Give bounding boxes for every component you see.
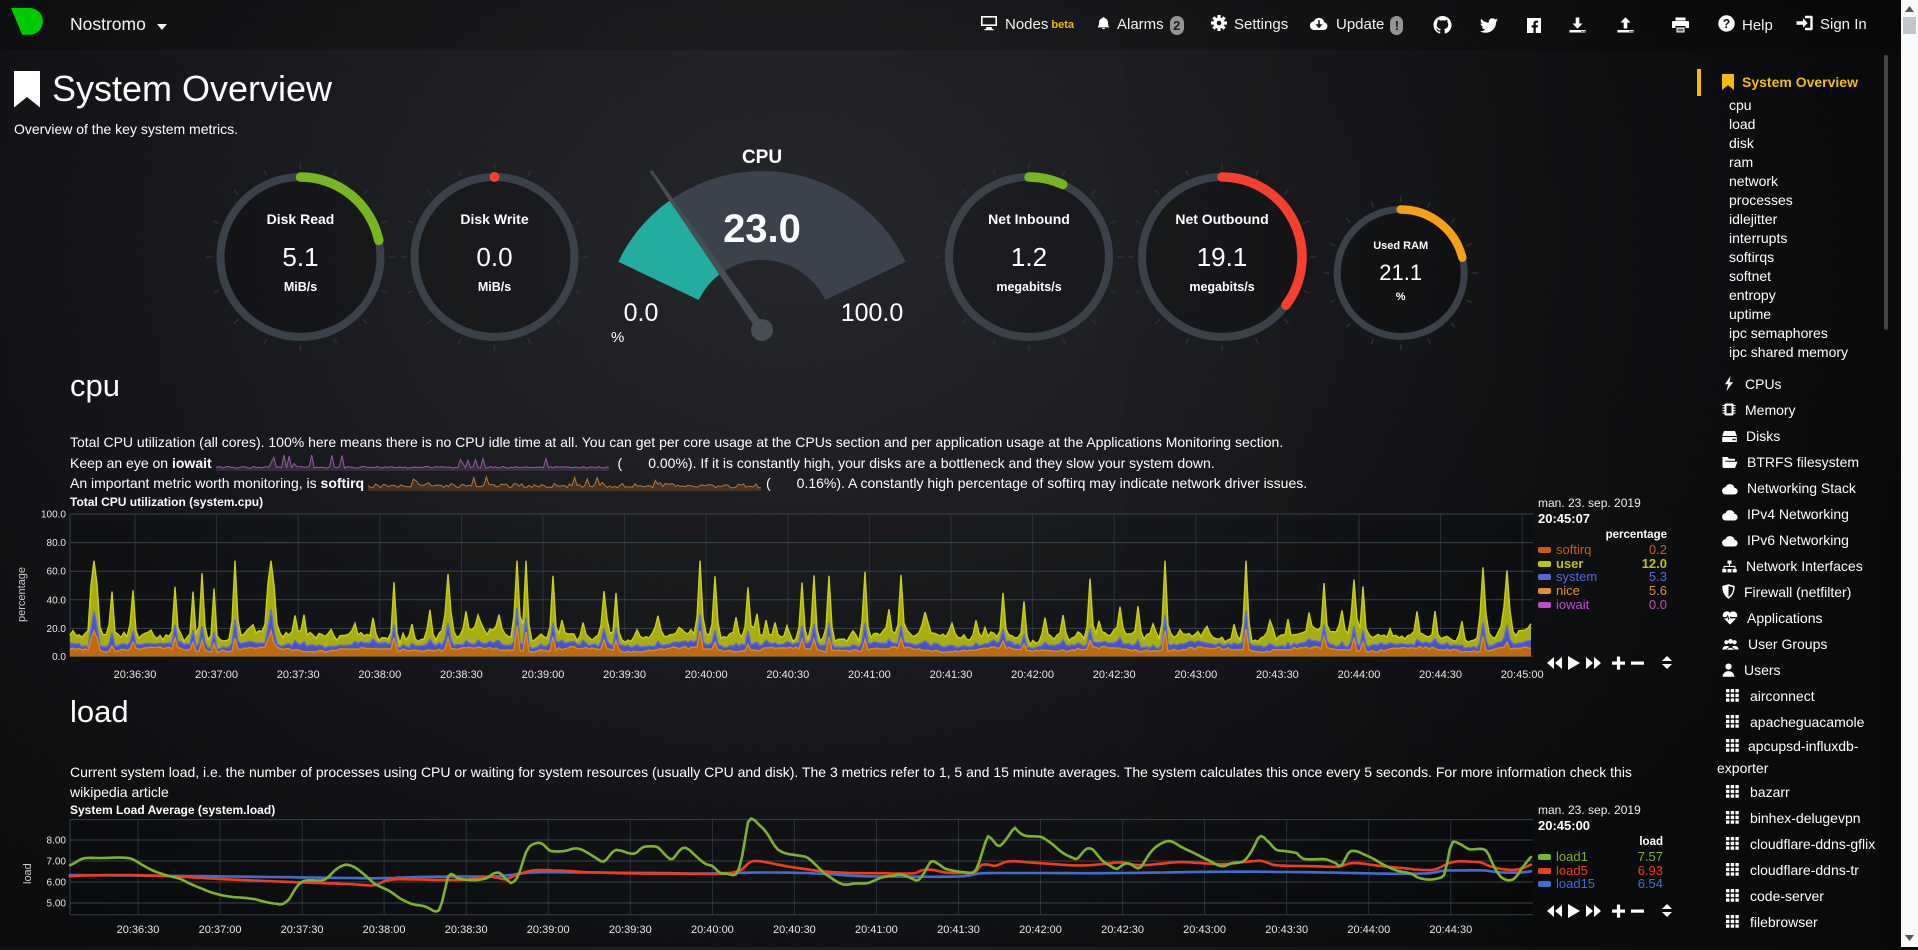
svg-text:0.0: 0.0 [476,242,512,272]
svg-text:20:44:00: 20:44:00 [1338,669,1381,681]
svg-text:20:38:00: 20:38:00 [358,669,401,681]
svg-text:20:36:30: 20:36:30 [117,924,160,936]
svg-text:23.0: 23.0 [723,207,801,251]
svg-text:5.1: 5.1 [282,242,318,272]
svg-text:100.0: 100.0 [841,299,904,327]
svg-text:20:42:30: 20:42:30 [1101,924,1144,936]
svg-text:19.1: 19.1 [1197,242,1248,272]
svg-text:20:37:30: 20:37:30 [277,669,320,681]
svg-text:60.0: 60.0 [47,567,67,578]
svg-text:MiB/s: MiB/s [284,280,317,294]
svg-text:20:38:30: 20:38:30 [445,924,488,936]
svg-text:100.0: 100.0 [41,510,66,521]
svg-text:20:44:00: 20:44:00 [1347,924,1390,936]
svg-text:20:37:00: 20:37:00 [199,924,242,936]
svg-text:20:42:30: 20:42:30 [1093,669,1136,681]
svg-text:20:41:00: 20:41:00 [848,669,891,681]
svg-text:40.0: 40.0 [47,595,67,606]
svg-text:20:40:00: 20:40:00 [691,924,734,936]
svg-text:%: % [611,329,624,346]
svg-text:0.0: 0.0 [52,652,66,663]
svg-text:%: % [1396,291,1406,303]
svg-text:8.00: 8.00 [47,836,67,847]
svg-text:80.0: 80.0 [47,538,67,549]
svg-text:20:41:30: 20:41:30 [937,924,980,936]
svg-text:20:40:00: 20:40:00 [685,669,728,681]
svg-text:20:39:00: 20:39:00 [522,669,565,681]
svg-text:20:37:00: 20:37:00 [195,669,238,681]
svg-text:Total CPU utilization (system.: Total CPU utilization (system.cpu) [70,495,263,509]
svg-text:Disk Read: Disk Read [267,211,335,227]
svg-text:20:41:30: 20:41:30 [930,669,973,681]
svg-text:20:42:00: 20:42:00 [1011,669,1054,681]
svg-text:MiB/s: MiB/s [478,280,511,294]
svg-text:20.0: 20.0 [47,624,67,635]
svg-text:1.2: 1.2 [1011,242,1047,272]
svg-text:System Load Average (system.lo: System Load Average (system.load) [70,803,275,817]
svg-text:0.0: 0.0 [624,299,659,327]
svg-text:7.00: 7.00 [47,857,67,868]
svg-text:21.1: 21.1 [1379,260,1422,285]
svg-text:20:44:30: 20:44:30 [1429,924,1472,936]
svg-text:20:43:30: 20:43:30 [1265,924,1308,936]
svg-text:20:39:30: 20:39:30 [609,924,652,936]
svg-text:megabits/s: megabits/s [996,280,1061,294]
svg-text:20:44:30: 20:44:30 [1419,669,1462,681]
svg-text:20:43:30: 20:43:30 [1256,669,1299,681]
svg-text:CPU: CPU [742,147,782,168]
svg-text:Net Inbound: Net Inbound [988,211,1070,227]
svg-text:?: ? [1723,17,1731,31]
svg-text:20:43:00: 20:43:00 [1174,669,1217,681]
svg-text:20:43:00: 20:43:00 [1183,924,1226,936]
svg-text:Used RAM: Used RAM [1373,240,1428,252]
svg-text:20:45:00: 20:45:00 [1501,669,1544,681]
svg-text:megabits/s: megabits/s [1189,280,1254,294]
svg-text:20:39:00: 20:39:00 [527,924,570,936]
svg-text:20:36:30: 20:36:30 [114,669,157,681]
svg-text:20:42:00: 20:42:00 [1019,924,1062,936]
svg-text:20:41:00: 20:41:00 [855,924,898,936]
svg-text:20:40:30: 20:40:30 [766,669,809,681]
svg-text:20:40:30: 20:40:30 [773,924,816,936]
svg-text:Disk Write: Disk Write [460,211,528,227]
svg-text:20:38:30: 20:38:30 [440,669,483,681]
svg-text:20:37:30: 20:37:30 [281,924,324,936]
svg-text:5.00: 5.00 [47,899,67,910]
svg-text:20:39:30: 20:39:30 [603,669,646,681]
svg-text:Net Outbound: Net Outbound [1175,211,1268,227]
svg-text:20:38:00: 20:38:00 [363,924,406,936]
svg-text:6.00: 6.00 [47,878,67,889]
